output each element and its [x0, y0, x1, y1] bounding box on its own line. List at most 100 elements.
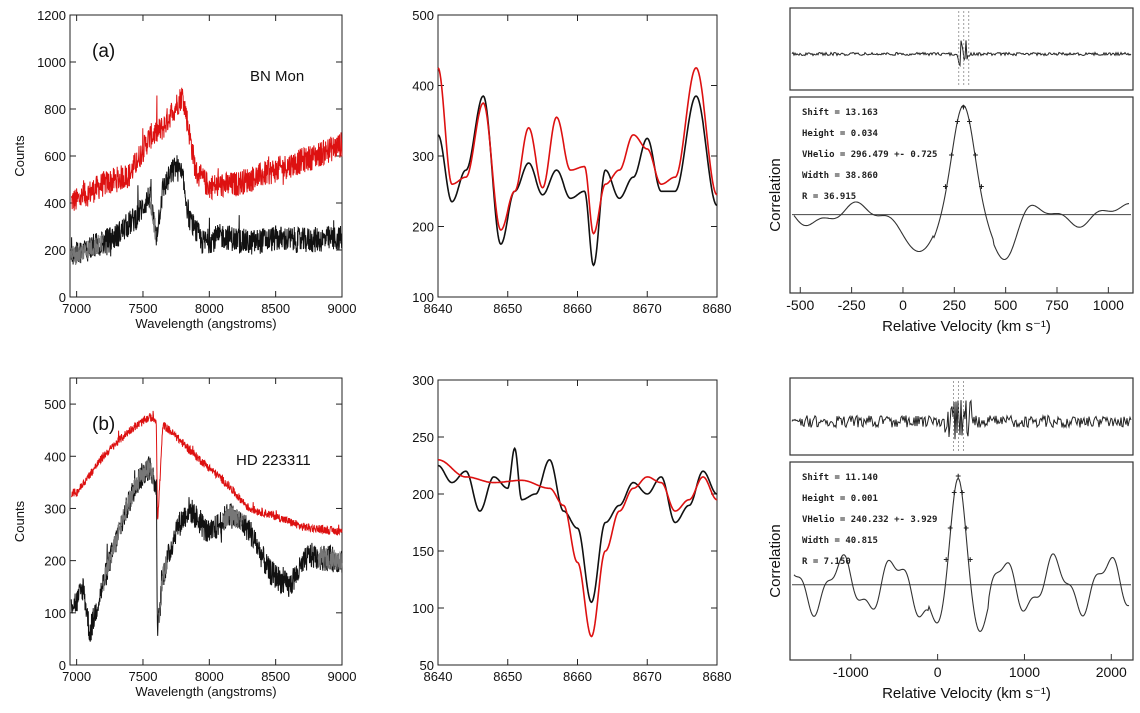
- peak-marker: +: [951, 488, 957, 498]
- x-tick-label: 8660: [563, 301, 592, 316]
- peak-marker: +: [943, 556, 949, 566]
- fit-stat-line: VHelio = 296.479 +- 0.725: [802, 149, 937, 160]
- peak-marker: +: [959, 488, 965, 498]
- x-tick-label: 8680: [703, 301, 732, 316]
- y-tick-label: 300: [44, 501, 66, 516]
- chart-b-left: 7000 7500 8000 8500 9000 0 100 200 300 400 500 Wave…: [12, 377, 357, 699]
- x-tick-label: 8650: [493, 669, 522, 684]
- x-tick-label: 8680: [703, 669, 732, 684]
- y-tick-label: 1000: [37, 55, 66, 70]
- x-tick-label: 1000: [1009, 664, 1040, 680]
- series-gray-segment: [70, 234, 104, 266]
- x-tick-label: 0: [899, 297, 907, 313]
- x-tick-label: -250: [838, 297, 866, 313]
- series-black: [70, 155, 343, 265]
- y-tick-label: 200: [412, 487, 434, 502]
- x-tick-label: 8670: [633, 669, 662, 684]
- y-tick-label: 400: [412, 79, 434, 94]
- series-gray-segment: [158, 556, 168, 624]
- peak-marker: +: [967, 118, 973, 128]
- x-tick-label: 1000: [1093, 297, 1124, 313]
- x-tick-label: 500: [994, 297, 1018, 313]
- series-black: [437, 95, 718, 267]
- fit-stat-line: Width = 40.815: [802, 535, 878, 546]
- y-tick-label: 100: [412, 290, 434, 305]
- y-tick-label: 800: [44, 102, 66, 117]
- y-tick-label: 300: [412, 373, 434, 388]
- x-tick-label: 250: [943, 297, 967, 313]
- x-tick-label: 8650: [493, 301, 522, 316]
- x-tick-label: 8500: [261, 301, 290, 316]
- series-gray-segment: [102, 458, 154, 591]
- peak-marker: +: [973, 151, 979, 161]
- x-axis-label: Relative Velocity (km s⁻¹): [882, 685, 1051, 702]
- y-tick-label: 50: [420, 658, 434, 673]
- x-tick-label: 8500: [261, 669, 290, 684]
- series-gray-segment: [149, 201, 157, 240]
- chart-a-middle: 8640 8650 8660 8670 8680 100 200 300 400 500: [412, 8, 731, 316]
- peak-marker: +: [961, 103, 967, 113]
- residual-trace: [791, 399, 1132, 440]
- residual-frame: [789, 7, 1134, 91]
- peak-marker: +: [955, 472, 961, 482]
- panel-label: (a): [92, 41, 115, 62]
- series-gray-segment: [222, 505, 243, 530]
- peak-marker: +: [947, 524, 953, 534]
- y-axis-label: Counts: [12, 500, 27, 542]
- x-tick-label: -500: [786, 297, 814, 313]
- y-tick-label: 600: [44, 149, 66, 164]
- y-tick-label: 0: [59, 658, 66, 673]
- y-axis-label: Correlation: [767, 524, 784, 597]
- x-tick-label: -1000: [833, 664, 869, 680]
- fit-stat-line: Height = 0.001: [802, 493, 878, 504]
- correlation-curve: [793, 477, 1130, 633]
- x-tick-label: 2000: [1096, 664, 1127, 680]
- correlation-frame: [789, 461, 1134, 661]
- fit-stat-line: Shift = 11.140: [802, 472, 878, 483]
- series-gray-segment: [317, 545, 343, 570]
- correlation-curve: [793, 105, 1130, 261]
- y-tick-label: 100: [412, 601, 434, 616]
- y-tick-label: 150: [412, 544, 434, 559]
- star-name: HD 223311: [236, 452, 311, 469]
- x-tick-label: 7000: [62, 669, 91, 684]
- y-tick-label: 100: [44, 606, 66, 621]
- plot-frame: [69, 377, 343, 666]
- x-tick-label: 8000: [195, 301, 224, 316]
- x-axis-label: Wavelength (angstroms): [135, 684, 276, 699]
- x-tick-label: 8640: [424, 301, 453, 316]
- series-red: [71, 410, 343, 536]
- x-tick-label: 7000: [62, 301, 91, 316]
- series-red: [70, 87, 343, 211]
- y-tick-label: 200: [412, 220, 434, 235]
- x-tick-label: 9000: [328, 669, 357, 684]
- series-red: [437, 67, 718, 235]
- peak-marker: +: [963, 524, 969, 534]
- y-tick-label: 250: [412, 430, 434, 445]
- peak-marker: +: [967, 556, 973, 566]
- y-tick-label: 400: [44, 449, 66, 464]
- x-axis-label: Wavelength (angstroms): [135, 316, 276, 331]
- y-tick-label: 1200: [37, 8, 66, 23]
- x-tick-label: 7500: [129, 301, 158, 316]
- peak-marker: +: [955, 118, 961, 128]
- x-tick-label: 750: [1045, 297, 1069, 313]
- series-red: [438, 458, 718, 638]
- x-tick-label: 8670: [633, 301, 662, 316]
- y-tick-label: 0: [59, 290, 66, 305]
- plot-frame: [437, 14, 718, 298]
- x-tick-label: 8000: [195, 669, 224, 684]
- star-name: BN Mon: [250, 68, 304, 85]
- y-axis-label: Counts: [12, 135, 27, 177]
- y-tick-label: 500: [44, 397, 66, 412]
- y-tick-label: 200: [44, 243, 66, 258]
- fit-stat-line: Shift = 13.163: [802, 107, 878, 118]
- y-tick-label: 400: [44, 196, 66, 211]
- y-tick-label: 300: [412, 149, 434, 164]
- panel-label: (b): [92, 414, 115, 435]
- x-axis-label: Relative Velocity (km s⁻¹): [882, 318, 1051, 335]
- x-tick-label: 8660: [563, 669, 592, 684]
